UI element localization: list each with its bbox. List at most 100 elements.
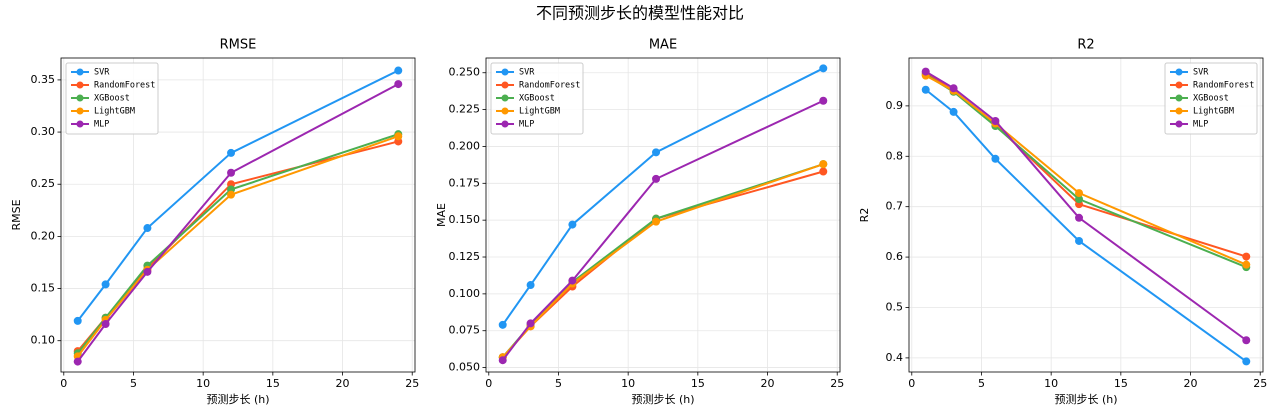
x-axis-label: 预测步长 (h) xyxy=(631,393,694,406)
y-tick-label: 0.8 xyxy=(886,149,904,162)
x-tick-label: 10 xyxy=(196,377,210,390)
figure-title: 不同预测步长的模型性能对比 xyxy=(536,4,744,23)
legend-label: RandomForest xyxy=(1193,81,1254,91)
y-axis-label: RMSE xyxy=(10,199,23,230)
data-point xyxy=(73,316,82,325)
y-tick-label: 0.25 xyxy=(31,177,56,190)
y-tick-label: 0.250 xyxy=(449,66,481,79)
data-point xyxy=(1075,213,1084,222)
y-tick-label: 0.100 xyxy=(449,287,481,300)
data-point xyxy=(921,85,930,94)
data-point xyxy=(101,280,110,289)
x-tick-label: 5 xyxy=(978,377,985,390)
legend-marker xyxy=(1175,81,1183,89)
data-point xyxy=(652,148,661,157)
chart-title: R2 xyxy=(1077,38,1094,53)
data-point xyxy=(526,281,535,290)
axes-frame xyxy=(908,57,1264,373)
legend-marker xyxy=(1175,94,1183,102)
y-tick-label: 0.9 xyxy=(886,99,904,112)
y-tick-label: 0.4 xyxy=(886,351,904,364)
legend-marker xyxy=(76,68,84,76)
data-point xyxy=(394,66,403,75)
data-point xyxy=(143,267,152,276)
legend-label: SVR xyxy=(519,68,535,78)
data-point xyxy=(819,96,828,105)
x-tick-label: 10 xyxy=(1044,377,1058,390)
x-tick-label: 25 xyxy=(830,377,844,390)
data-point xyxy=(1075,195,1084,204)
y-tick-label: 0.7 xyxy=(886,200,904,213)
legend-marker xyxy=(1175,68,1183,76)
legend-label: RandomForest xyxy=(94,81,155,91)
data-point xyxy=(991,154,1000,163)
chart-title: RMSE xyxy=(220,38,257,53)
x-tick-label: 20 xyxy=(761,377,775,390)
legend-marker xyxy=(1175,107,1183,115)
series-line xyxy=(76,133,399,354)
y-tick-label: 0.150 xyxy=(449,213,481,226)
data-point xyxy=(568,220,577,229)
data-point xyxy=(101,320,110,329)
legend-box xyxy=(1164,62,1258,135)
data-point xyxy=(921,67,930,76)
x-tick-label: 0 xyxy=(60,377,67,390)
data-point xyxy=(394,80,403,89)
data-point xyxy=(819,160,828,169)
legend-marker xyxy=(1175,120,1183,128)
y-tick-label: 0.30 xyxy=(31,125,56,138)
x-tick-label: 15 xyxy=(691,377,705,390)
legend-label: MLP xyxy=(94,120,109,130)
y-tick-label: 0.050 xyxy=(449,361,481,374)
data-point xyxy=(227,168,236,177)
x-tick-label: 15 xyxy=(1114,377,1128,390)
y-tick-label: 0.35 xyxy=(31,73,56,86)
data-point xyxy=(1242,336,1251,345)
legend-marker xyxy=(76,94,84,102)
data-point xyxy=(991,117,1000,126)
series-line xyxy=(76,140,399,352)
x-tick-label: 5 xyxy=(555,377,562,390)
data-point xyxy=(949,84,958,93)
y-axis-label: MAE xyxy=(435,203,448,227)
y-tick-label: 0.15 xyxy=(31,282,56,295)
series-line xyxy=(501,163,824,358)
data-point xyxy=(1242,252,1251,261)
axes-frame xyxy=(60,57,416,373)
legend-label: MLP xyxy=(1193,120,1208,130)
x-tick-label: 25 xyxy=(1253,377,1267,390)
y-tick-label: 0.20 xyxy=(31,229,56,242)
series-line xyxy=(501,170,824,358)
axes-frame xyxy=(485,57,841,373)
legend-label: SVR xyxy=(1193,68,1209,78)
x-tick-label: 20 xyxy=(1184,377,1198,390)
x-tick-label: 5 xyxy=(130,377,137,390)
legend-marker xyxy=(76,120,84,128)
data-point xyxy=(498,320,507,329)
legend-marker xyxy=(76,81,84,89)
legend-marker xyxy=(501,81,509,89)
legend-label: SVR xyxy=(94,68,110,78)
legend-label: XGBoost xyxy=(519,94,555,104)
legend-marker xyxy=(501,120,509,128)
data-point xyxy=(1075,236,1084,245)
data-point xyxy=(652,174,661,183)
data-point xyxy=(652,217,661,226)
x-tick-label: 0 xyxy=(485,377,492,390)
data-point xyxy=(819,64,828,73)
legend-box xyxy=(65,62,159,135)
legend-label: RandomForest xyxy=(519,81,580,91)
data-point xyxy=(227,190,236,199)
chart-title: MAE xyxy=(649,38,677,53)
series-line xyxy=(501,163,824,358)
data-point xyxy=(1075,189,1084,198)
y-tick-label: 0.175 xyxy=(449,176,481,189)
x-tick-label: 15 xyxy=(266,377,280,390)
x-tick-label: 0 xyxy=(908,377,915,390)
data-point xyxy=(143,224,152,233)
y-tick-label: 0.225 xyxy=(449,103,481,116)
data-point xyxy=(568,276,577,285)
x-tick-label: 25 xyxy=(405,377,419,390)
data-point xyxy=(819,167,828,176)
data-point xyxy=(1242,357,1251,366)
